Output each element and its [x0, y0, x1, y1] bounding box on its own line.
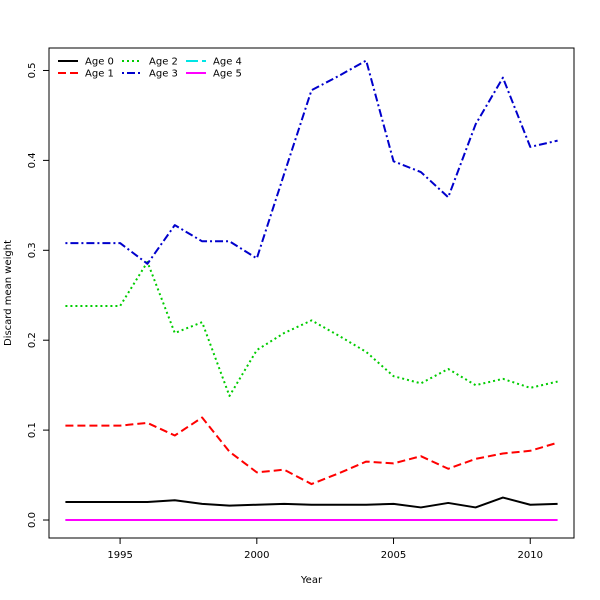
- y-tick-label: 0.3: [27, 242, 38, 258]
- legend-label: Age 3: [149, 69, 178, 80]
- y-tick-label: 0.0: [27, 512, 38, 528]
- legend-label: Age 1: [85, 69, 114, 80]
- series-line-age-1: [65, 416, 558, 486]
- legend-label: Age 4: [213, 57, 242, 68]
- series-line-age-2: [65, 260, 558, 397]
- y-tick-label: 0.4: [27, 152, 38, 168]
- x-axis: 1995 2000 2005 2010: [107, 538, 543, 561]
- series-layer: [65, 59, 558, 522]
- y-axis-label: Discard mean weight: [3, 240, 14, 346]
- x-tick-label: 2000: [244, 550, 269, 561]
- y-tick-label: 0.1: [27, 422, 38, 438]
- legend-label: Age 2: [149, 57, 178, 68]
- y-axis: 0.0 0.1 0.2 0.3 0.4 0.5: [27, 63, 49, 528]
- plot-frame: [48, 47, 575, 539]
- legend-label: Age 5: [213, 69, 242, 80]
- series-line-age-0: [65, 496, 558, 509]
- x-axis-label: Year: [300, 575, 323, 586]
- x-tick-label: 1995: [107, 550, 132, 561]
- x-tick-label: 2005: [381, 550, 406, 561]
- x-tick-label: 2010: [518, 550, 543, 561]
- y-tick-label: 0.2: [27, 332, 38, 348]
- series-line-age-3: [65, 59, 558, 265]
- legend-label: Age 0: [85, 57, 114, 68]
- y-tick-label: 0.5: [27, 63, 38, 79]
